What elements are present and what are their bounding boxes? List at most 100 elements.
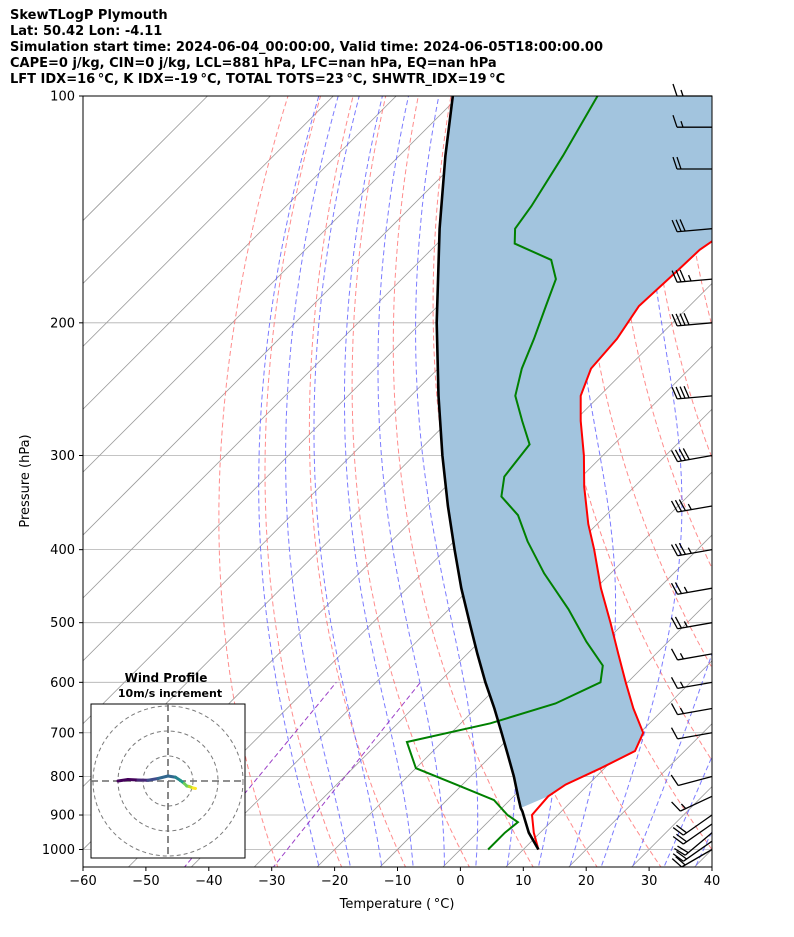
x-tick-label: 40 xyxy=(704,874,721,889)
dry-adiabat-line xyxy=(710,96,712,111)
x-axis-ticks: −60 −50 −40 −30 −20 −10 0 10 20 30 40 xyxy=(69,867,720,889)
wind-barb xyxy=(672,114,712,128)
wind-barb xyxy=(670,727,713,740)
y-tick-label: 1000 xyxy=(42,843,75,858)
mixing-ratio-lines xyxy=(183,681,421,867)
dry-adiabat-line xyxy=(775,79,794,868)
wind-barb xyxy=(670,676,713,690)
y-axis-label: Pressure (hPa) xyxy=(18,434,33,527)
wind-barb xyxy=(670,703,713,716)
isotherm-line xyxy=(83,96,397,410)
wind-barb xyxy=(671,219,713,233)
moist-adiabat-line xyxy=(728,79,794,865)
moist-adiabat-line xyxy=(601,96,683,866)
y-tick-label: 500 xyxy=(50,616,75,631)
x-tick-label: 20 xyxy=(578,874,595,889)
dry-adiabat-line xyxy=(432,96,598,867)
isotherm-line xyxy=(83,96,523,536)
moist-adiabat-line xyxy=(664,755,712,866)
isotherm-line xyxy=(83,96,209,222)
wind-barb xyxy=(670,582,713,595)
dry-adiabat-line xyxy=(264,96,343,867)
moist-adiabat-line xyxy=(313,96,382,866)
y-tick-label: 600 xyxy=(50,676,75,691)
dry-adiabat-line xyxy=(392,96,534,867)
wind-barb xyxy=(672,823,713,845)
x-tick-label: −10 xyxy=(384,874,411,889)
hodograph-segment xyxy=(126,778,140,782)
inset-title: Wind Profile xyxy=(125,671,208,685)
hodograph-segment xyxy=(146,777,160,782)
wind-barb xyxy=(674,832,713,856)
wind-barb xyxy=(671,269,713,283)
cape-line: CAPE=0 j/kg, CIN=0 j/kg, LCL=881 hPa, LF… xyxy=(10,56,497,71)
isotherm-line xyxy=(83,96,460,473)
wind-barb xyxy=(670,648,713,661)
dry-adiabat-line xyxy=(645,96,712,460)
y-tick-label: 200 xyxy=(50,316,75,331)
parcel-line xyxy=(435,96,540,851)
isotherm-line xyxy=(83,96,271,284)
dewpoint-line xyxy=(405,96,604,851)
moist-adiabat-line xyxy=(377,96,445,866)
chart-header: SkewTLogP Plymouth Lat: 50.42 Lon: -4.11… xyxy=(10,8,603,88)
y-tick-label: 400 xyxy=(50,543,75,558)
wind-barb xyxy=(671,848,713,868)
dry-adiabat-line xyxy=(218,96,289,867)
y-tick-label: 700 xyxy=(50,726,75,741)
wind-barb xyxy=(670,448,713,463)
isotherm-line xyxy=(756,79,794,868)
x-tick-label: −40 xyxy=(195,874,222,889)
wind-profile-inset: Wind Profile 10m/s increment xyxy=(90,671,246,859)
x-tick-label: −50 xyxy=(132,874,159,889)
isotherm-line xyxy=(83,96,334,347)
wind-barb xyxy=(672,814,713,836)
mixing-ratio-line xyxy=(272,681,421,867)
dry-adiabat-line xyxy=(579,96,712,669)
inset-subtitle: 10m/s increment xyxy=(118,687,222,700)
x-tick-label: −20 xyxy=(321,874,348,889)
wind-barb xyxy=(672,83,712,97)
parcel-shading xyxy=(436,96,712,808)
hodograph-segment xyxy=(156,774,170,780)
y-tick-label: 900 xyxy=(50,809,75,824)
moist-adiabat-line xyxy=(344,96,414,866)
chart-title: SkewTLogP Plymouth xyxy=(10,8,168,23)
wind-barb xyxy=(670,616,713,630)
x-axis-label: Temperature ( °C) xyxy=(339,897,455,912)
y-tick-label: 100 xyxy=(50,90,75,105)
location-line: Lat: 50.42 Lon: -4.11 xyxy=(10,24,163,39)
wind-barb xyxy=(670,499,713,513)
isotherm-line xyxy=(253,408,712,867)
wind-barb xyxy=(670,774,713,787)
isotherm-line xyxy=(316,471,712,867)
time-line: Simulation start time: 2024-06-04_00:00:… xyxy=(10,40,603,55)
hodograph-segment xyxy=(191,786,197,790)
moist-adiabat-line xyxy=(285,96,351,866)
wind-barb xyxy=(672,840,713,862)
wind-barb xyxy=(671,312,713,327)
y-axis-ticks: 1000 900 800 700 600 500 400 300 200 100 xyxy=(42,90,83,858)
moist-adiabat-line xyxy=(258,96,320,866)
x-tick-label: −60 xyxy=(69,874,96,889)
isotherm-line xyxy=(568,723,712,867)
x-tick-label: 30 xyxy=(641,874,658,889)
x-tick-label: 0 xyxy=(456,874,464,889)
wind-barbs xyxy=(670,83,713,868)
wind-barb xyxy=(671,385,713,400)
y-tick-label: 800 xyxy=(50,770,75,785)
wind-barb xyxy=(672,156,712,170)
temperature-line xyxy=(530,240,712,850)
index-line: LFT IDX=16 °C, K IDX=-19 °C, TOTAL TOTS=… xyxy=(10,72,506,87)
y-tick-label: 300 xyxy=(50,449,75,464)
dry-adiabat-line xyxy=(308,96,407,867)
dry-adiabat-line xyxy=(351,96,470,867)
wind-barb xyxy=(670,542,713,557)
x-tick-label: −30 xyxy=(258,874,285,889)
hodograph-segment xyxy=(116,778,130,783)
moist-adiabat-line xyxy=(632,651,712,866)
x-tick-label: 10 xyxy=(515,874,532,889)
wind-barb xyxy=(671,795,713,812)
dry-adiabat-line xyxy=(743,79,794,868)
